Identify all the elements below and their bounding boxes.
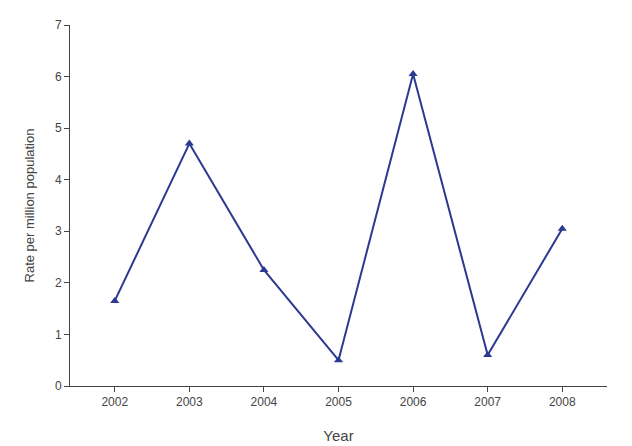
svg-text:2002: 2002 <box>101 395 128 409</box>
svg-text:Rate per million population: Rate per million population <box>22 129 37 283</box>
svg-text:6: 6 <box>55 70 62 84</box>
svg-text:5: 5 <box>55 121 62 135</box>
svg-text:2005: 2005 <box>325 395 352 409</box>
svg-text:4: 4 <box>55 173 62 187</box>
svg-text:2: 2 <box>55 276 62 290</box>
svg-text:3: 3 <box>55 224 62 238</box>
svg-text:0: 0 <box>55 379 62 393</box>
svg-text:2004: 2004 <box>251 395 278 409</box>
svg-text:7: 7 <box>55 18 62 32</box>
svg-text:2007: 2007 <box>474 395 501 409</box>
svg-text:2003: 2003 <box>176 395 203 409</box>
svg-text:Year: Year <box>323 427 353 444</box>
svg-text:2008: 2008 <box>549 395 576 409</box>
svg-text:1: 1 <box>55 328 62 342</box>
svg-text:2006: 2006 <box>400 395 427 409</box>
